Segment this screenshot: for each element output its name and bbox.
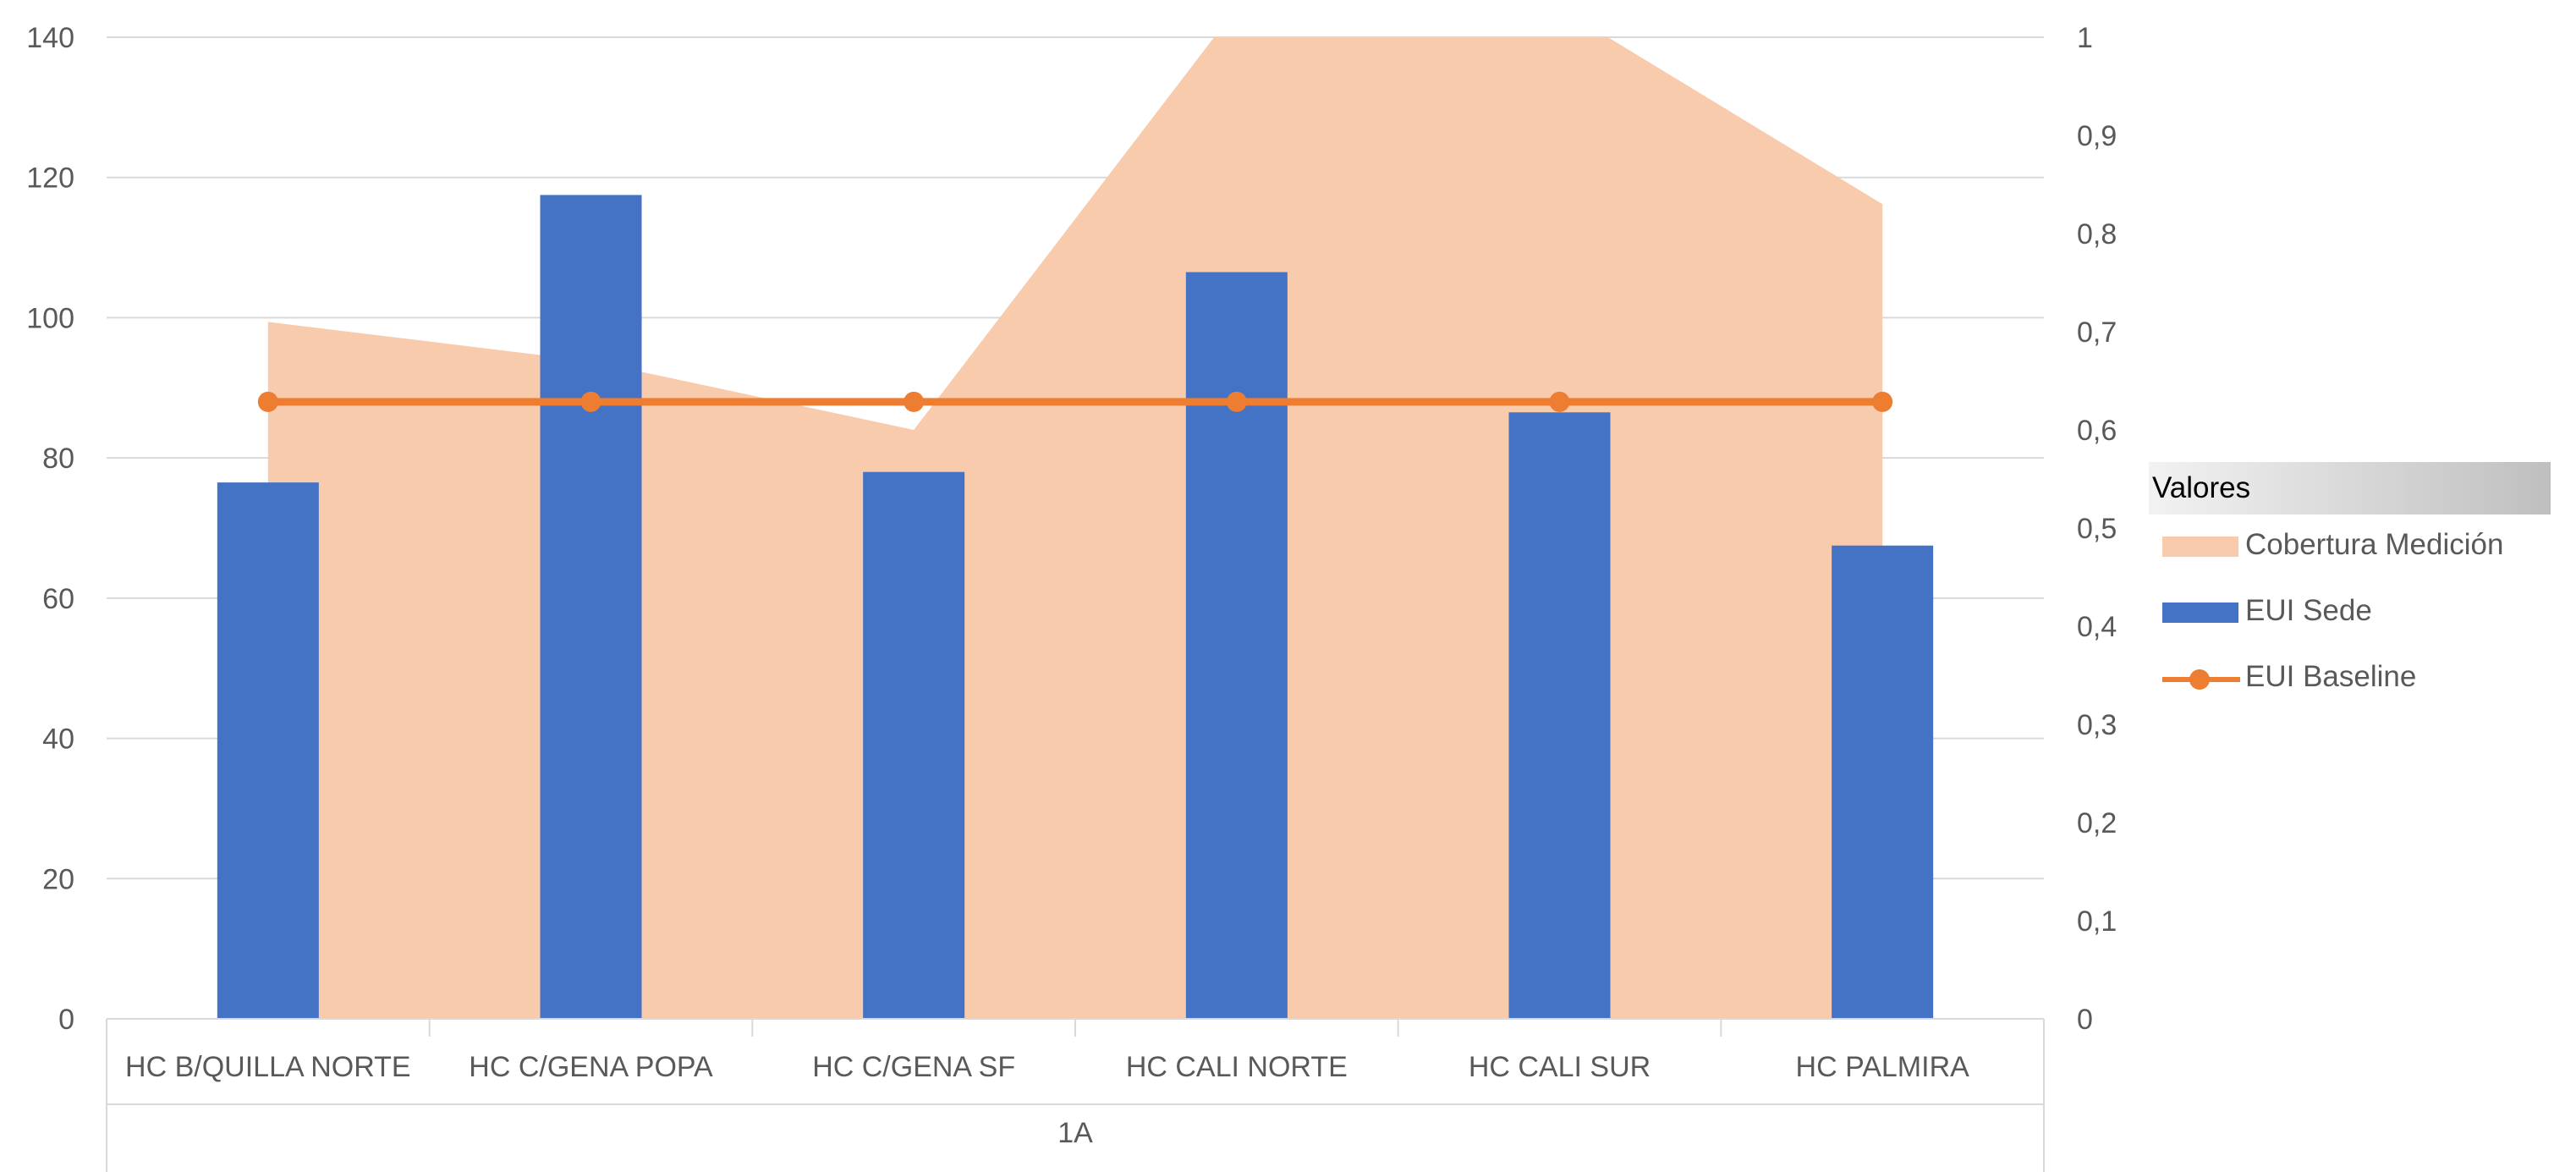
right-tick-label: 0,6: [2077, 415, 2117, 447]
left-axis-ticks: 0 20 40 60 80 100 120 140: [26, 22, 74, 1036]
left-tick-label: 40: [42, 724, 74, 756]
right-tick-label: 0,2: [2077, 807, 2117, 839]
legend-item-eui-sede: EUI Sede: [2149, 580, 2551, 647]
legend-swatch-area: [2162, 536, 2238, 557]
legend-label: EUI Sede: [2245, 594, 2372, 627]
left-tick-label: 100: [26, 302, 74, 334]
legend-item-eui-baseline: EUI Baseline: [2149, 647, 2551, 713]
bar: [863, 471, 965, 1019]
left-tick-label: 80: [42, 443, 74, 475]
category-labels: HC B/QUILLA NORTE HC C/GENA POPA HC C/GENA…: [125, 1051, 1969, 1083]
bar: [217, 482, 319, 1019]
eui-sede-bars: [217, 195, 1934, 1020]
axes: [106, 1018, 2045, 1172]
bar: [1185, 272, 1288, 1020]
bar: [540, 195, 642, 1019]
right-tick-label: 0,7: [2077, 316, 2117, 349]
baseline-marker: [257, 391, 278, 412]
legend-swatch-marker: [2189, 669, 2210, 690]
right-tick-label: 0,5: [2077, 513, 2117, 545]
right-tick-label: 0,3: [2077, 709, 2117, 741]
legend-label: EUI Baseline: [2245, 660, 2417, 693]
category-label: HC C/GENA SF: [812, 1051, 1015, 1083]
right-tick-label: 0,8: [2077, 218, 2117, 250]
group-label: 1A: [1057, 1117, 1093, 1149]
legend-label: Cobertura Medición: [2245, 528, 2504, 561]
category-label: HC PALMIRA: [1796, 1051, 1970, 1083]
category-label: HC CALI NORTE: [1126, 1051, 1348, 1083]
left-tick-label: 140: [26, 22, 74, 54]
legend-swatch-bar: [2162, 603, 2238, 623]
left-tick-label: 0: [58, 1004, 74, 1036]
right-tick-label: 0,4: [2077, 611, 2117, 643]
eui-baseline-line: [257, 391, 1893, 412]
baseline-marker: [1872, 391, 1893, 412]
right-tick-label: 0,1: [2077, 905, 2117, 938]
right-axis-ticks: 0 0,1 0,2 0,3 0,4 0,5 0,6 0,7 0,8 0,9 1: [2077, 22, 2117, 1036]
baseline-marker: [904, 391, 925, 412]
category-label: HC C/GENA POPA: [469, 1051, 713, 1083]
baseline-marker: [1549, 391, 1570, 412]
coverage-area-series: [267, 37, 1883, 1019]
baseline-marker: [1226, 391, 1247, 412]
coverage-area: [267, 37, 1883, 1019]
category-label: HC B/QUILLA NORTE: [125, 1051, 411, 1083]
legend-item-cobertura: Cobertura Medición: [2149, 514, 2551, 580]
baseline-marker: [580, 391, 601, 412]
right-tick-label: 0: [2077, 1004, 2093, 1036]
bar: [1508, 412, 1611, 1019]
legend: Valores Cobertura Medición EUI Sede EUI …: [2149, 462, 2551, 713]
legend-title: Valores: [2149, 462, 2551, 514]
left-tick-label: 60: [42, 583, 74, 615]
left-tick-label: 120: [26, 162, 74, 195]
category-label: HC CALI SUR: [1469, 1051, 1651, 1083]
bar: [1832, 545, 1934, 1019]
right-tick-label: 0,9: [2077, 120, 2117, 152]
right-tick-label: 1: [2077, 22, 2093, 54]
left-tick-label: 20: [42, 863, 74, 895]
